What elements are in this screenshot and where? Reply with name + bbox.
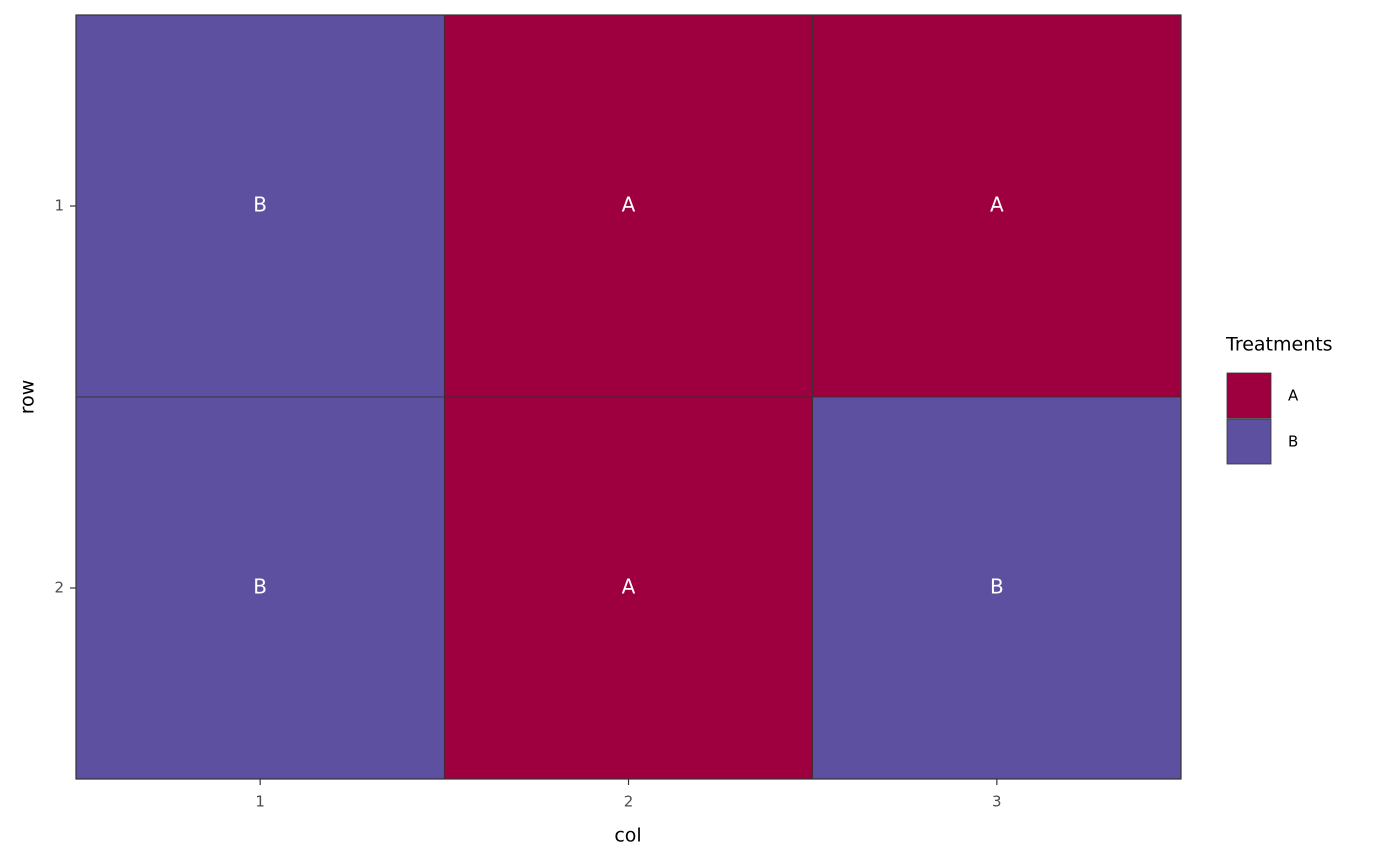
- y-tick-label: 2: [54, 579, 64, 597]
- tile: [443, 14, 814, 398]
- tile-label: A: [622, 575, 636, 599]
- tile-label: A: [622, 193, 636, 217]
- tile-label: B: [253, 193, 267, 217]
- y-tick-label: 1: [54, 197, 64, 215]
- tile: [75, 396, 445, 780]
- legend-key: [1226, 418, 1272, 465]
- x-tick-label: 2: [624, 793, 634, 811]
- y-axis-title: row: [17, 380, 39, 415]
- legend-key: [1226, 372, 1272, 419]
- tile-label: B: [990, 575, 1004, 599]
- x-tick-label: 3: [992, 793, 1002, 811]
- legend-label: A: [1288, 387, 1299, 405]
- legend-label: B: [1288, 433, 1298, 451]
- legend-title: Treatments: [1225, 334, 1333, 356]
- x-tick-label: 1: [255, 793, 265, 811]
- tile: [812, 396, 1182, 780]
- tile-label: B: [253, 575, 267, 599]
- tile: [75, 14, 445, 398]
- tile-label: A: [990, 193, 1004, 217]
- tile: [443, 396, 814, 780]
- x-axis-title: col: [614, 825, 641, 847]
